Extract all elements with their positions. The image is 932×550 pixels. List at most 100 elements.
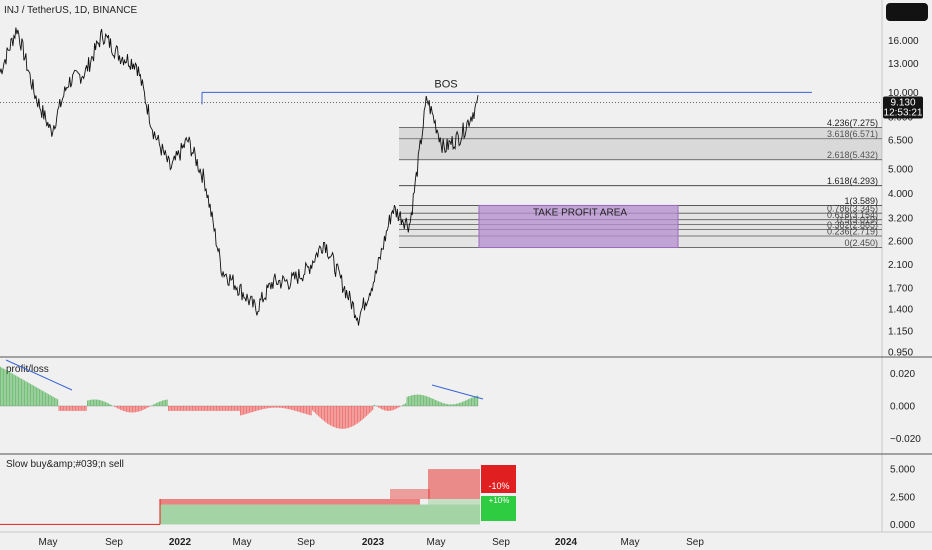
sell-zone-box xyxy=(481,465,516,493)
fib-level-label: 0.618(3.154) xyxy=(827,210,878,220)
pl-bar xyxy=(141,406,143,411)
pl-bar xyxy=(346,406,348,429)
sb-buy-band xyxy=(160,504,480,525)
pl-bar xyxy=(114,406,116,407)
pl-bar xyxy=(403,404,405,406)
pl-bar xyxy=(474,396,476,406)
menu-button[interactable] xyxy=(886,3,928,21)
pl-bar xyxy=(352,406,354,427)
pl-bar xyxy=(222,406,224,411)
pl-bar xyxy=(109,404,111,406)
pl-bar xyxy=(217,406,219,411)
pl-bar xyxy=(324,406,326,422)
pl-bar xyxy=(52,396,54,406)
fib-level-label: 0(2.450) xyxy=(844,238,878,248)
pl-bar xyxy=(193,406,195,411)
pl-bar xyxy=(235,406,237,411)
pl-bar xyxy=(358,406,360,423)
pl-bar xyxy=(211,406,213,411)
pl-bar xyxy=(381,406,383,410)
fib-level-label: 3.618(6.571) xyxy=(827,129,878,139)
pl-bar xyxy=(1,367,3,406)
pl-bar xyxy=(210,406,212,411)
pl-bar xyxy=(129,406,131,413)
pl-bar xyxy=(279,406,281,408)
pl-bar xyxy=(60,406,62,411)
pl-bar xyxy=(439,401,441,406)
pl-bar xyxy=(288,406,290,410)
pl-bar xyxy=(202,406,204,411)
pl-bar xyxy=(310,406,312,416)
pl-bar xyxy=(108,403,110,406)
fib-level-label: 1.618(4.293) xyxy=(827,176,878,186)
pl-bar xyxy=(460,402,462,406)
pl-bar xyxy=(166,399,168,406)
pl-bar xyxy=(465,400,467,406)
pl-bar xyxy=(379,406,381,409)
symbol-title: INJ / TetherUS, 1D, BINANCE xyxy=(4,5,138,16)
pl-bar xyxy=(399,406,401,407)
pl-bar xyxy=(201,406,203,411)
slow-buy-sell-bands xyxy=(0,469,480,526)
pl-bar xyxy=(451,404,453,406)
pl-bar xyxy=(208,406,210,411)
pl-tick-label: 0.000 xyxy=(890,402,915,413)
pl-bar xyxy=(297,406,299,412)
time-axis-label: Sep xyxy=(686,537,704,548)
pl-bar xyxy=(259,406,261,410)
pl-bar xyxy=(58,406,60,411)
pl-bar xyxy=(204,406,206,411)
pl-bar xyxy=(124,406,126,412)
pl-bar xyxy=(469,398,471,406)
time-axis-label: May xyxy=(39,537,58,548)
fib-level-label: 4.236(7.275) xyxy=(827,118,878,128)
pl-bar xyxy=(34,386,36,406)
pl-bar xyxy=(382,406,384,410)
pl-bar xyxy=(160,401,162,406)
take-profit-label: TAKE PROFIT AREA xyxy=(533,207,627,218)
pl-bar xyxy=(123,406,125,411)
pl-bar xyxy=(97,399,99,406)
pl-bar xyxy=(246,406,248,414)
time-axis-label: 2022 xyxy=(169,537,192,548)
pl-bar xyxy=(312,406,314,411)
pl-bar xyxy=(274,406,276,408)
pl-bar xyxy=(139,406,141,412)
pl-bar xyxy=(54,397,56,406)
pl-bar xyxy=(163,400,165,406)
pl-bar xyxy=(438,401,440,406)
pl-bar xyxy=(477,395,479,406)
price-tick-label: 1.700 xyxy=(888,283,913,294)
pl-bar xyxy=(78,406,80,411)
pl-bar xyxy=(96,399,98,406)
pl-bar xyxy=(316,406,318,415)
sb-sell-band xyxy=(160,498,420,505)
pl-bar xyxy=(175,406,177,411)
pl-bar xyxy=(168,406,170,411)
pl-trendline-1 xyxy=(5,359,73,391)
pl-bar xyxy=(183,406,185,411)
pl-bar xyxy=(373,404,375,406)
price-tick-label: 1.400 xyxy=(888,305,913,316)
pl-bar xyxy=(138,406,140,412)
pl-bar xyxy=(30,383,32,406)
pl-bar xyxy=(361,406,363,420)
pl-bar xyxy=(351,406,353,427)
fib-level-label: 0.5(3.019) xyxy=(837,215,878,225)
pl-bar xyxy=(126,406,128,412)
pl-bar xyxy=(0,366,2,406)
pl-bar xyxy=(456,403,458,406)
time-axis-label: May xyxy=(427,537,446,548)
pl-bar xyxy=(7,371,9,406)
pl-bar xyxy=(118,406,120,410)
pl-bar xyxy=(454,404,456,406)
pl-bar xyxy=(285,406,287,409)
pl-bar xyxy=(18,377,20,406)
pl-bar xyxy=(450,404,452,406)
pl-bar xyxy=(360,406,362,422)
pl-bar xyxy=(46,393,48,406)
pl-bar xyxy=(213,406,215,411)
pl-bar xyxy=(36,387,38,406)
pl-bar xyxy=(417,394,419,406)
pl-bar xyxy=(421,394,423,406)
